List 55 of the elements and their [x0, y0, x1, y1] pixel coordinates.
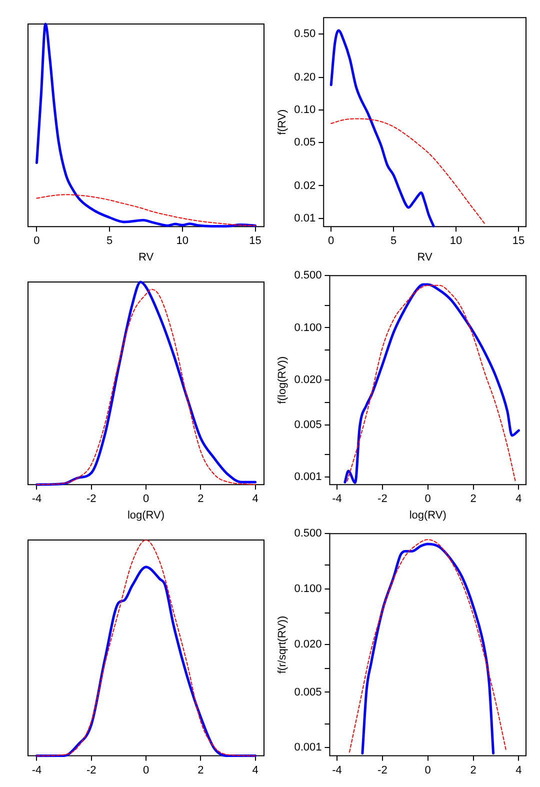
y-tick-label: 0.02 [294, 180, 316, 192]
x-tick-label: 10 [450, 235, 462, 248]
y-tick-label: 0.05 [294, 136, 316, 149]
y-axis-title: f(log(RV)) [276, 356, 289, 404]
x-tick-label: -2 [86, 764, 96, 776]
x-axis-title: RV [138, 251, 154, 264]
y-tick-label: 0.50 [294, 28, 316, 40]
y-tick-label: 0.01 [294, 212, 316, 224]
x-tick-label: -2 [378, 764, 388, 776]
x-tick-label: -2 [378, 493, 388, 506]
x-tick-label: 4 [516, 764, 522, 776]
y-tick-label: 0.10 [294, 104, 316, 116]
x-axis-title: RV [417, 251, 434, 264]
x-tick-label: 2 [198, 493, 204, 506]
x-tick-label: -4 [332, 764, 342, 776]
x-tick-label: -4 [32, 493, 42, 506]
x-tick-label: 0 [142, 493, 150, 506]
line-series [361, 542, 495, 755]
x-tick-label: 2 [470, 764, 476, 776]
x-tick-label: 4 [252, 764, 258, 776]
line-series [330, 29, 435, 228]
x-tick-label: 4 [252, 493, 258, 506]
x-tick-label: 10 [176, 235, 189, 248]
x-tick-label: 2 [470, 493, 476, 506]
x-tick-label: 15 [512, 235, 525, 248]
y-tick-label: 0.005 [294, 418, 322, 431]
x-tick-label: 5 [106, 235, 113, 248]
x-axis-title: log(RV) [127, 509, 165, 522]
y-tick-label: 0.100 [294, 583, 322, 596]
x-tick-label: -2 [86, 493, 96, 506]
x-tick-label: 0 [34, 235, 40, 248]
x-tick-label: -4 [32, 764, 42, 776]
y-tick-label: 0.005 [294, 686, 322, 698]
x-tick-label: 5 [390, 235, 397, 248]
x-tick-label: 0 [328, 235, 334, 248]
y-tick-label: 0.500 [294, 528, 322, 540]
x-tick-label: 0 [424, 493, 431, 506]
y-tick-label: 0.001 [294, 470, 322, 483]
line-series [330, 118, 486, 224]
y-tick-label: 0.001 [294, 742, 322, 754]
x-axis-title: log(RV) [409, 509, 446, 522]
y-axis-title: f(r/sqrt(RV)) [276, 616, 289, 674]
y-axis-title: f(RV) [276, 109, 289, 135]
x-tick-label: 15 [249, 235, 262, 248]
y-tick-label: 0.100 [294, 322, 322, 334]
y-tick-label: 0.020 [294, 638, 322, 651]
y-tick-label: 0.020 [294, 374, 322, 386]
x-tick-label: 4 [516, 493, 522, 506]
line-series [348, 539, 507, 753]
x-tick-label: 0 [142, 764, 150, 776]
y-tick-label: 0.500 [294, 270, 322, 282]
x-tick-label: -4 [332, 493, 342, 506]
y-tick-label: 0.20 [294, 71, 316, 84]
x-tick-label: 2 [198, 764, 204, 776]
x-tick-label: 0 [424, 764, 431, 776]
